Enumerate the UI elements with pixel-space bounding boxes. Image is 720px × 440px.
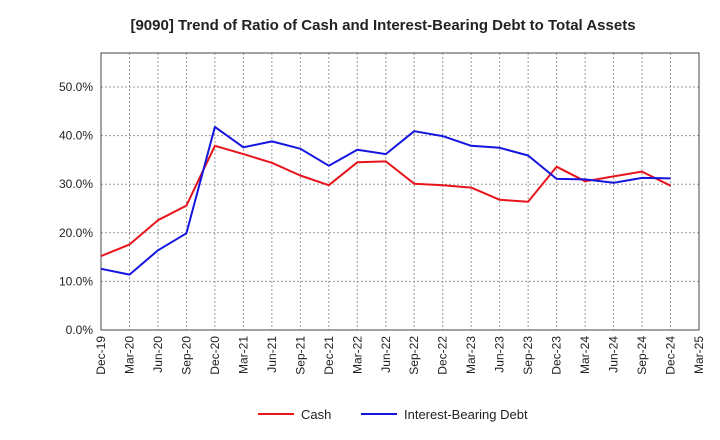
plot-area: [101, 53, 699, 330]
y-tick-label: 30.0%: [59, 177, 93, 191]
series-line-interest-bearing-debt: [100, 125, 671, 276]
x-tick-label: Dec-21: [322, 336, 336, 375]
x-tick-label: Jun-23: [493, 336, 507, 373]
legend-label-interest-bearing-debt: Interest-Bearing Debt: [404, 407, 528, 422]
y-tick-label: 10.0%: [59, 274, 93, 288]
x-tick-label: Dec-22: [436, 336, 450, 375]
x-tick-label: Jun-24: [607, 336, 621, 373]
x-tick-label: Sep-22: [407, 336, 421, 375]
x-tick-label: Sep-24: [635, 336, 649, 375]
chart-title: [9090] Trend of Ratio of Cash and Intere…: [130, 17, 635, 34]
x-tick-label: Sep-23: [521, 336, 535, 375]
legend-label-cash: Cash: [301, 407, 331, 422]
x-tick-label: Dec-20: [208, 336, 222, 375]
x-tick-label: Mar-22: [350, 336, 364, 374]
y-tick-label: 20.0%: [59, 226, 93, 240]
x-tick-label: Mar-21: [236, 336, 250, 374]
x-tick-label: Sep-20: [179, 336, 193, 375]
series-lines: [100, 125, 671, 276]
x-tick-label: Dec-19: [94, 336, 108, 375]
x-tick-label: Mar-23: [464, 336, 478, 374]
x-tick-label: Jun-20: [151, 336, 165, 373]
x-tick-label: Dec-24: [664, 336, 678, 375]
x-tick-label: Mar-20: [122, 336, 136, 374]
legend: Cash Interest-Bearing Debt: [258, 407, 528, 422]
series-line-cash: [100, 144, 671, 258]
x-tick-label: Dec-23: [550, 336, 564, 375]
x-tick-label: Jun-21: [265, 336, 279, 373]
x-tick-label: Mar-24: [578, 336, 592, 374]
x-tick-label: Jun-22: [379, 336, 393, 373]
x-tick-label: Mar-25: [692, 336, 706, 374]
y-tick-label: 40.0%: [59, 129, 93, 143]
y-tick-label: 50.0%: [59, 80, 93, 94]
x-axis-tick-labels: Dec-19 Mar-20 Jun-20 Sep-20 Dec-20 Mar-21 Jun-…: [94, 336, 706, 375]
y-tick-label: 0.0%: [66, 323, 94, 337]
y-axis-tick-labels: 0.0% 10.0% 20.0% 30.0% 40.0% 50.0%: [59, 80, 93, 337]
plot-border: [100, 52, 700, 331]
x-tick-label: Sep-21: [293, 336, 307, 375]
